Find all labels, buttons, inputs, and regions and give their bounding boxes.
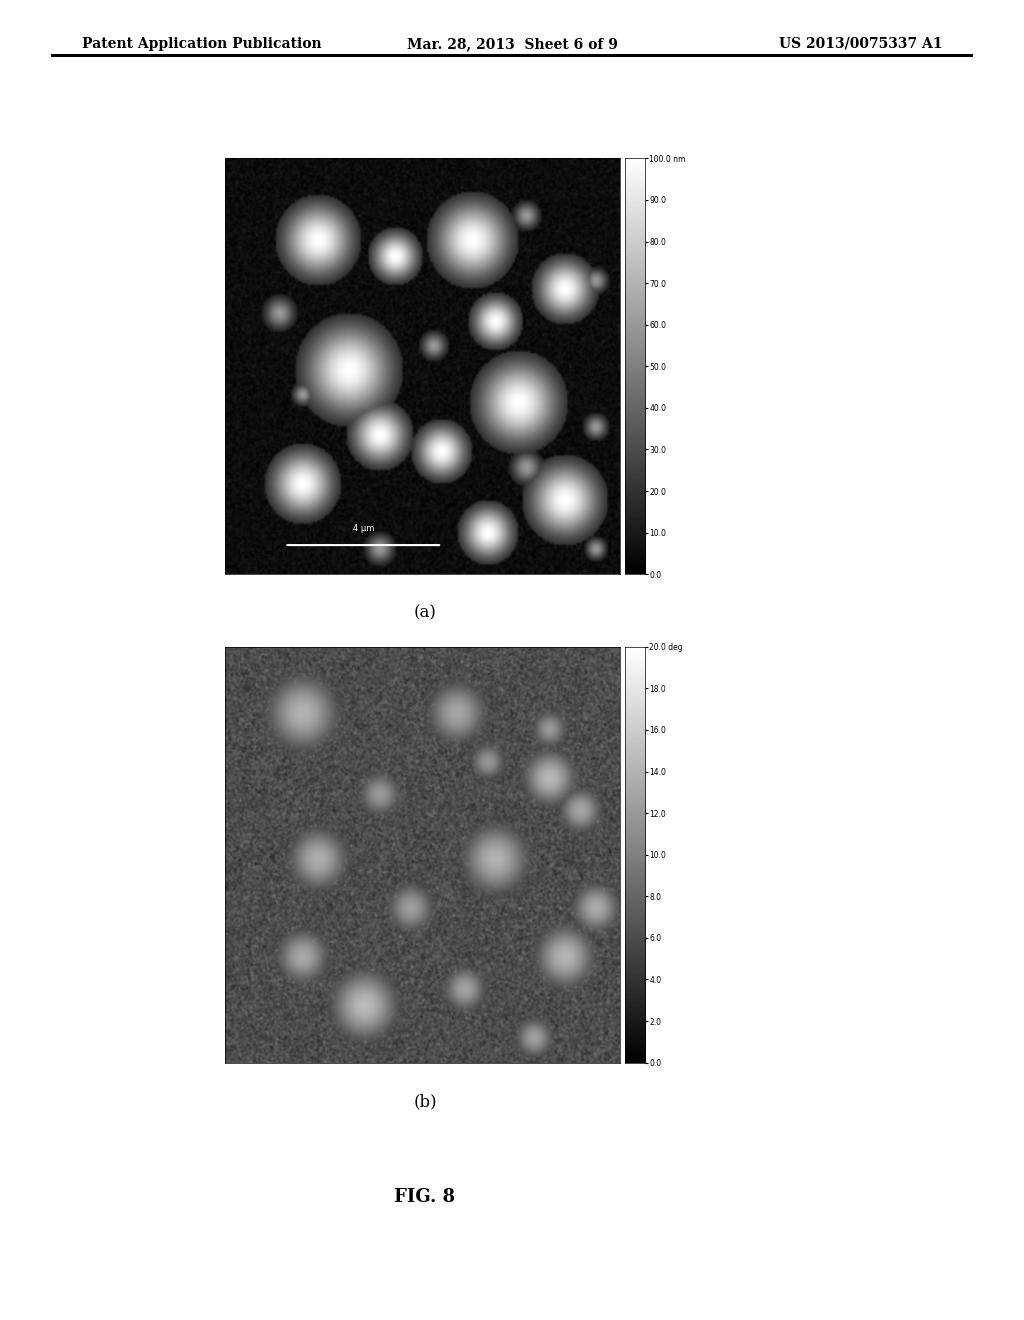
Text: 4 μm: 4 μm [352, 524, 374, 532]
Text: Patent Application Publication: Patent Application Publication [82, 37, 322, 51]
Text: FIG. 8: FIG. 8 [394, 1188, 456, 1206]
Text: US 2013/0075337 A1: US 2013/0075337 A1 [778, 37, 942, 51]
Text: Mar. 28, 2013  Sheet 6 of 9: Mar. 28, 2013 Sheet 6 of 9 [407, 37, 617, 51]
Text: (a): (a) [414, 605, 436, 622]
Text: (b): (b) [413, 1093, 437, 1110]
